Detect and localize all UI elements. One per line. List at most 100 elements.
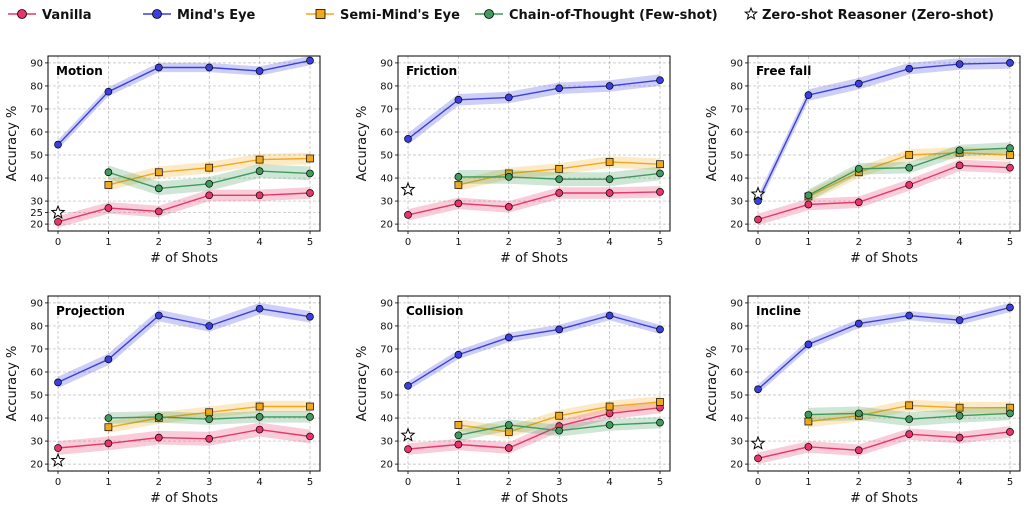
panel-title: Collision bbox=[406, 304, 463, 318]
y-tick-label: 30 bbox=[30, 437, 43, 448]
data-point bbox=[955, 403, 964, 412]
x-axis-label: # of Shots bbox=[150, 491, 218, 506]
y-axis-label: Accuracy % bbox=[5, 106, 20, 182]
series-mind-s-eye bbox=[754, 57, 1014, 207]
series-zero-shot-reasoner-zero-shot bbox=[750, 435, 766, 450]
legend-marker bbox=[152, 9, 162, 19]
series-line bbox=[757, 62, 1011, 202]
x-tick-label: 4 bbox=[956, 237, 962, 248]
series-zero-shot-reasoner-zero-shot bbox=[750, 186, 766, 201]
data-point bbox=[656, 160, 664, 169]
data-point bbox=[905, 430, 914, 439]
x-axis-label: # of Shots bbox=[850, 251, 918, 266]
y-tick-label: 70 bbox=[730, 104, 743, 115]
series-line bbox=[757, 431, 1011, 459]
series-line bbox=[757, 306, 1011, 390]
data-point bbox=[955, 433, 964, 442]
series-line bbox=[757, 164, 1011, 221]
data-point bbox=[804, 340, 813, 349]
series-mind-s-eye bbox=[404, 311, 664, 391]
data-point bbox=[656, 188, 664, 196]
y-tick-label: 30 bbox=[30, 197, 43, 208]
confidence-band bbox=[408, 186, 660, 221]
data-point bbox=[905, 151, 914, 159]
data-point bbox=[656, 76, 664, 85]
grid bbox=[48, 56, 320, 231]
confidence-band bbox=[408, 311, 660, 391]
x-tick-label: 0 bbox=[755, 477, 761, 488]
series-vanilla bbox=[404, 186, 664, 221]
data-point bbox=[555, 175, 564, 184]
series-mind-s-eye bbox=[754, 302, 1014, 394]
y-tick-label: 50 bbox=[730, 391, 743, 402]
data-point bbox=[50, 204, 66, 219]
data-point bbox=[854, 79, 863, 88]
y-tick-label: 50 bbox=[30, 391, 43, 402]
confidence-band bbox=[408, 74, 660, 145]
x-tick-label: 4 bbox=[606, 477, 612, 488]
data-point bbox=[104, 181, 113, 189]
y-tick-label: 20 bbox=[730, 220, 743, 231]
x-tick-label: 1 bbox=[455, 477, 461, 488]
data-point bbox=[205, 415, 214, 424]
data-point bbox=[255, 425, 264, 434]
confidence-band bbox=[758, 302, 1010, 394]
y-axis-label: Accuracy % bbox=[705, 346, 720, 422]
y-tick-label: 30 bbox=[730, 437, 743, 448]
series-chain-of-thought-few-shot bbox=[804, 142, 1014, 202]
x-tick-label: 5 bbox=[1007, 237, 1013, 248]
series-vanilla bbox=[54, 422, 314, 455]
data-point bbox=[400, 427, 416, 442]
data-point bbox=[104, 168, 113, 177]
confidence-band bbox=[758, 159, 1010, 226]
panel-title: Motion bbox=[56, 64, 103, 78]
data-point bbox=[205, 322, 214, 330]
data-point bbox=[255, 304, 264, 313]
data-point bbox=[504, 444, 513, 452]
data-point bbox=[605, 311, 614, 320]
data-point bbox=[955, 411, 964, 420]
confidence-band bbox=[58, 187, 310, 228]
plot-area bbox=[748, 56, 1020, 231]
data-point bbox=[104, 87, 113, 96]
y-tick-label: 40 bbox=[730, 414, 743, 425]
series-line bbox=[57, 59, 311, 146]
y-tick-label: 20 bbox=[30, 460, 43, 471]
legend-label: Semi-Mind's Eye bbox=[340, 8, 460, 23]
plot-frame bbox=[47, 295, 321, 472]
data-point bbox=[504, 93, 513, 102]
data-point bbox=[854, 164, 863, 173]
data-point bbox=[754, 454, 762, 463]
data-point bbox=[656, 418, 664, 427]
y-tick-label: 80 bbox=[30, 321, 43, 332]
data-point bbox=[404, 381, 412, 390]
data-point bbox=[205, 434, 214, 443]
y-tick-label: 60 bbox=[30, 367, 43, 378]
data-point bbox=[750, 435, 766, 450]
data-point bbox=[54, 140, 62, 149]
y-tick-label: 50 bbox=[380, 391, 393, 402]
y-tick-label: 60 bbox=[380, 127, 393, 138]
x-tick-label: 0 bbox=[55, 237, 61, 248]
series-line bbox=[57, 307, 311, 383]
data-point bbox=[804, 410, 813, 419]
x-tick-label: 3 bbox=[906, 477, 912, 488]
data-point bbox=[400, 181, 416, 196]
y-axis-label: Accuracy % bbox=[705, 106, 720, 182]
x-tick-label: 1 bbox=[805, 237, 811, 248]
y-tick-label: 70 bbox=[30, 344, 43, 355]
data-point bbox=[955, 146, 964, 155]
data-point bbox=[905, 311, 914, 320]
panel-projection: 20 30 40 50 60 70 80 90 0 1 2 3 4 5 Projection # of Sho… bbox=[5, 295, 321, 506]
data-point bbox=[504, 202, 513, 211]
series-semi-mind-s-eye bbox=[104, 152, 314, 191]
data-point bbox=[555, 411, 564, 420]
data-point bbox=[955, 316, 964, 325]
data-point bbox=[255, 67, 264, 75]
x-axis-label: # of Shots bbox=[850, 491, 918, 506]
y-tick-label: 30 bbox=[380, 437, 393, 448]
x-tick-label: 5 bbox=[657, 237, 663, 248]
data-point bbox=[905, 181, 914, 189]
legend-item-zero-shot-reasoner-zero-shot: Zero-shot Reasoner (Zero-shot) bbox=[743, 6, 994, 23]
